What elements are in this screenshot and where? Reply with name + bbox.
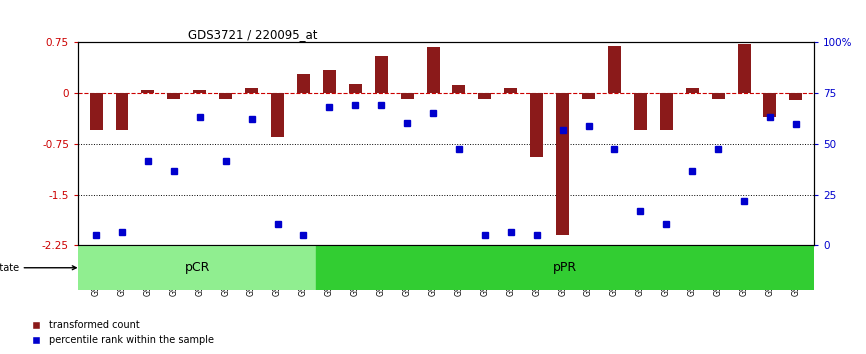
Bar <box>375 56 388 93</box>
Text: disease state: disease state <box>0 263 76 273</box>
Bar <box>660 93 673 130</box>
Bar <box>738 44 751 93</box>
Text: pPR: pPR <box>553 261 578 274</box>
Bar <box>167 93 180 98</box>
Bar <box>401 93 414 98</box>
Text: GDS3721 / 220095_at: GDS3721 / 220095_at <box>188 28 318 41</box>
Legend: transformed count, percentile rank within the sample: transformed count, percentile rank withi… <box>23 316 218 349</box>
Bar <box>686 88 699 93</box>
Bar <box>323 69 336 93</box>
Bar <box>316 245 814 290</box>
Bar <box>349 84 362 93</box>
Bar <box>712 93 725 98</box>
Bar <box>193 90 206 93</box>
Bar <box>271 93 284 137</box>
Bar <box>634 93 647 130</box>
Text: pCR: pCR <box>184 261 210 274</box>
Bar <box>89 93 102 130</box>
Bar <box>219 93 232 98</box>
Bar <box>141 90 154 93</box>
Bar <box>427 47 440 93</box>
Bar <box>504 88 517 93</box>
Bar <box>115 93 128 130</box>
Bar <box>478 93 491 98</box>
Bar <box>556 93 569 235</box>
Bar <box>790 93 803 100</box>
Bar <box>764 93 777 117</box>
Bar <box>530 93 543 158</box>
Bar <box>245 88 258 93</box>
Bar <box>297 74 310 93</box>
Bar <box>608 46 621 93</box>
Bar <box>582 93 595 98</box>
Bar <box>452 85 465 93</box>
Bar <box>78 245 316 290</box>
